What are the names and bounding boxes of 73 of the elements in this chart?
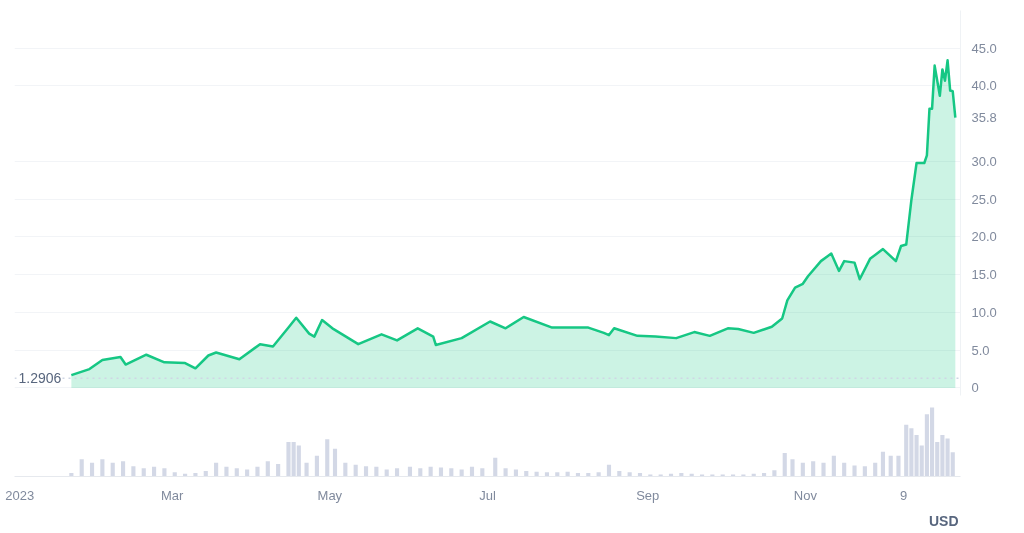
y-tick-label: 20.0 [971,229,997,245]
x-tick-label: Nov [793,487,818,503]
x-tick-label: Mar [160,487,185,503]
bar [449,468,454,477]
bar [332,448,338,477]
y-tick-label: 40.0 [971,78,997,94]
bar [896,455,901,477]
y-tick-label: 15.0 [971,267,997,283]
bar [162,468,167,477]
bar [110,462,115,477]
bar [831,455,836,477]
bar [224,466,229,477]
x-tick-label: 2023 [5,487,35,503]
text: USD [928,512,959,529]
bar [374,466,379,477]
bar [606,464,612,477]
bar [234,468,239,477]
bar [89,462,95,477]
bar [100,459,105,477]
bar [596,472,601,477]
bar [418,468,423,477]
x-tick-label: Jul [479,487,496,503]
bar [811,461,816,477]
bar [800,462,805,477]
bar [493,457,498,477]
bar [79,459,84,477]
bar [503,468,508,477]
y-tick-label: 30.0 [971,153,997,169]
bar [120,461,126,477]
bar [842,462,847,477]
y-tick-label: 5.0 [971,342,990,358]
bar [873,462,878,477]
bar [141,468,146,477]
bar [343,462,348,477]
bar [480,468,485,477]
x-tick-label: May [317,487,343,503]
bar [852,465,857,477]
bar [296,445,301,477]
bar [152,466,157,477]
bar [276,464,281,477]
bar [131,466,136,477]
bar [172,472,177,477]
bar [782,453,787,477]
bar [265,461,270,477]
y-tick-label: 25.0 [971,191,997,207]
bar [394,468,400,477]
y-tick-label: 45.0 [971,40,997,56]
bar [790,459,795,477]
ref-line-label: 1.2906 [18,370,62,387]
bar [880,451,886,477]
bar [555,472,560,477]
bar [255,466,260,477]
bar [214,462,219,477]
bar [469,466,475,477]
y-tick-label: 0 [971,380,979,396]
y-tick-label: 10.0 [971,304,997,320]
y-tick-label: 35.8 [971,110,997,126]
x-tick-label: Sep [636,487,660,503]
bar [862,466,867,477]
bar [363,466,369,477]
bar [627,472,632,477]
bar [325,439,330,477]
bar [772,470,777,477]
bar [353,464,358,477]
bar [407,466,413,477]
bar [821,462,826,477]
x-tick-label: 9 [900,487,908,503]
bar [904,424,909,477]
bar [888,455,893,477]
bar [428,466,433,477]
bar [314,455,319,477]
bar [304,462,309,477]
bar [544,472,550,477]
